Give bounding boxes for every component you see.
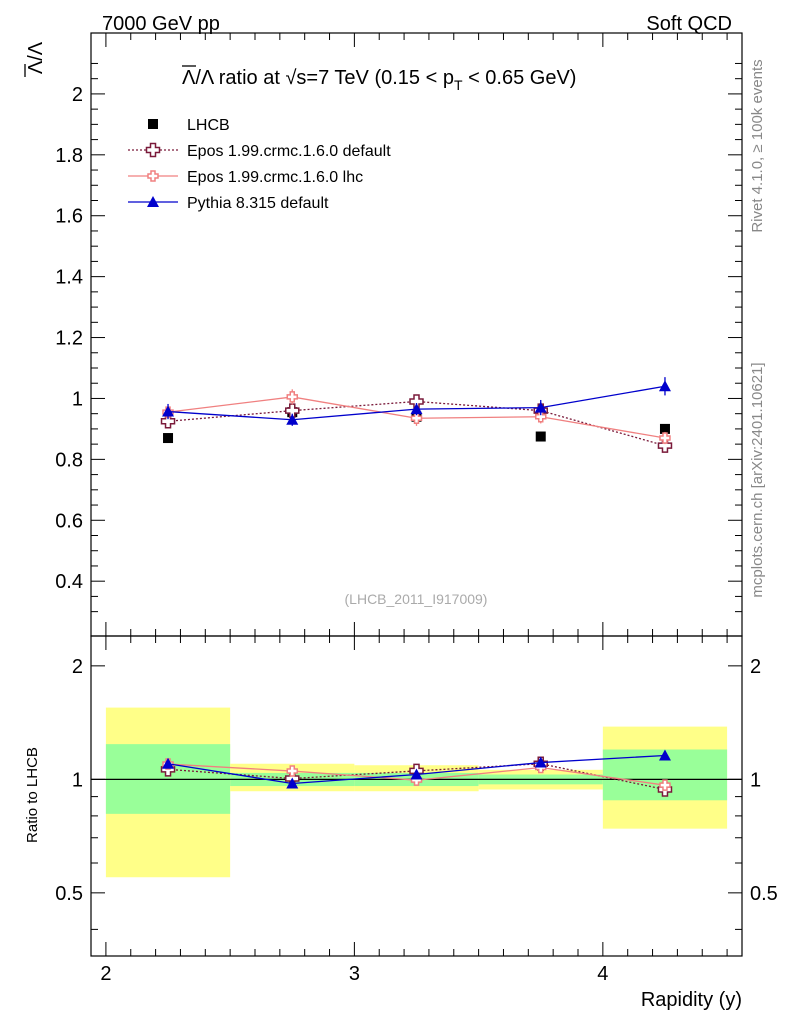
ratio-tick-label: 2 xyxy=(72,656,83,678)
legend-marker xyxy=(148,119,158,129)
title-sub: T xyxy=(454,77,463,93)
x-axis-label: Rapidity (y) xyxy=(641,989,742,1011)
chart-title: Λ/Λ ratio at √s=7 TeV (0.15 < pT < 0.65 … xyxy=(182,65,576,93)
legend-label: Pythia 8.315 default xyxy=(187,195,329,212)
data-point-pythia xyxy=(286,413,299,425)
svg-text:Λ/Λ ratio at √s=7 TeV (0.15 <: Λ/Λ ratio at √s=7 TeV (0.15 < pT < 0.65 … xyxy=(182,67,576,93)
ratio-point-epos-lhc xyxy=(659,779,671,791)
rivet-version-label: Rivet 4.1.0, ≥ 100k events xyxy=(749,59,766,232)
mcplots-label: mcplots.cern.ch [arXiv:2401.10621] xyxy=(749,362,766,597)
legend: LHCB Epos 1.99.crmc.1.6.0 default Epos 1.9… xyxy=(128,117,391,212)
y-tick-label: 2 xyxy=(72,84,83,106)
analysis-watermark: (LHCB_2011_I917009) xyxy=(345,591,488,607)
data-point-lhcb xyxy=(659,423,670,434)
x-tick-label: 3 xyxy=(349,963,360,985)
main-plot xyxy=(91,33,742,636)
header-right-label: Soft QCD xyxy=(646,13,732,35)
ratio-point-pythia xyxy=(658,749,671,761)
legend-label: Epos 1.99.crmc.1.6.0 default xyxy=(187,143,391,160)
y-tick-label: 0.4 xyxy=(55,571,83,593)
data-point-epos-lhc xyxy=(659,432,671,444)
x-tick-label: 2 xyxy=(100,963,111,985)
y-tick-label: 1 xyxy=(72,388,83,410)
ratio-plot xyxy=(91,636,742,956)
header-left-label: 7000 GeV pp xyxy=(102,13,220,35)
svg-text:Λ/Λ: Λ/Λ xyxy=(25,41,47,74)
main-ylabel-bar: Λ xyxy=(25,60,47,74)
ratio-tick-label: 1 xyxy=(72,769,83,791)
ratio-tick-label-right: 1 xyxy=(750,769,761,791)
title-lead: /Λ ratio at xyxy=(195,67,285,89)
y-tick-label: 1.2 xyxy=(55,328,83,350)
data-point-pythia xyxy=(534,401,547,413)
legend-label: Epos 1.99.crmc.1.6.0 lhc xyxy=(187,169,363,186)
ratio-point-pythia xyxy=(410,768,423,780)
y-tick-label: 0.8 xyxy=(55,449,83,471)
ratio-ylabel: Ratio to LHCB xyxy=(24,747,41,843)
title-bar-lambda: Λ xyxy=(182,67,196,89)
y-tick-label: 1.4 xyxy=(55,267,83,289)
data-point-epos-default xyxy=(160,414,176,429)
ratio-tick-label-right: 0.5 xyxy=(750,883,778,905)
ratio-point-pythia xyxy=(534,756,547,768)
y-tick-label: 1.8 xyxy=(55,145,83,167)
title-sqrt: √ xyxy=(285,67,296,89)
ratio-point-pythia xyxy=(162,757,175,769)
data-point-lhcb xyxy=(535,431,546,442)
data-point-epos-lhc xyxy=(534,410,547,423)
axis-labels: 0.4 0.6 0.8 1 1.2 1.4 1.6 1.8 2 0.5 0.5 1 1 2 2 2 3 4 xyxy=(55,84,778,985)
legend-marker xyxy=(147,196,159,207)
data-point-epos-lhc xyxy=(410,412,423,424)
data-point-epos-lhc xyxy=(286,391,299,403)
y-tick-label: 0.6 xyxy=(55,510,83,532)
title-tail: < 0.65 GeV) xyxy=(463,67,577,89)
main-ylabel: Λ/Λ xyxy=(24,41,47,77)
y-tick-label: 1.6 xyxy=(55,206,83,228)
legend-label: LHCB xyxy=(187,117,230,134)
ratio-tick-label: 0.5 xyxy=(55,883,83,905)
data-point-pythia xyxy=(410,403,423,415)
legend-marker xyxy=(147,170,159,182)
ratio-point-pythia xyxy=(286,777,299,789)
data-point-lhcb xyxy=(163,433,174,444)
ratio-point-epos-lhc xyxy=(286,765,299,777)
title-s-eq: s=7 TeV (0.15 < p xyxy=(296,67,454,89)
data-point-epos-default xyxy=(285,403,300,418)
data-point-pythia xyxy=(658,380,671,392)
main-ylabel-rest: /Λ xyxy=(25,41,47,61)
x-tick-label: 4 xyxy=(597,963,608,985)
ratio-tick-label-right: 2 xyxy=(750,656,761,678)
legend-marker xyxy=(145,142,161,158)
data-point-pythia xyxy=(162,405,175,417)
ratio-frame xyxy=(90,635,743,957)
